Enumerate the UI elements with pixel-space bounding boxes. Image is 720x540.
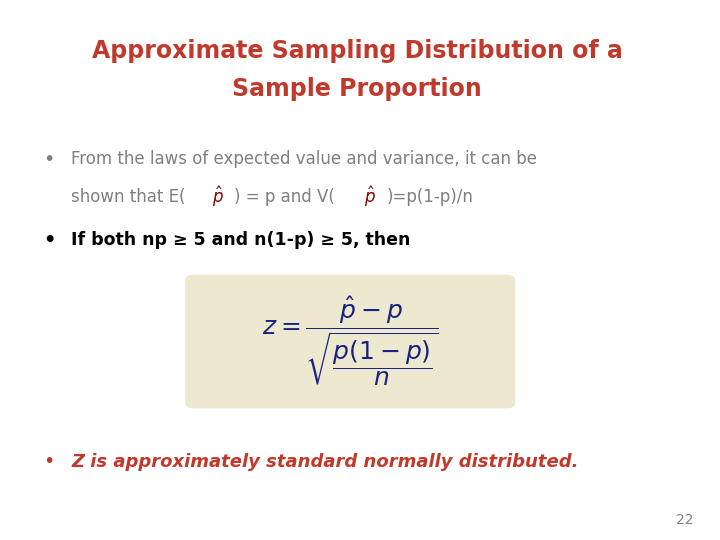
Text: Z is approximately standard normally distributed.: Z is approximately standard normally dis… xyxy=(71,453,579,471)
Text: 22: 22 xyxy=(676,512,693,526)
Text: $\hat{p}$: $\hat{p}$ xyxy=(212,185,223,210)
Text: Approximate Sampling Distribution of a: Approximate Sampling Distribution of a xyxy=(92,39,623,63)
FancyBboxPatch shape xyxy=(186,275,515,408)
Text: shown that E(: shown that E( xyxy=(71,188,186,206)
Text: If both np ≥ 5 and n(1-p) ≥ 5, then: If both np ≥ 5 and n(1-p) ≥ 5, then xyxy=(71,231,411,249)
Text: $\hat{p}$: $\hat{p}$ xyxy=(364,185,376,210)
Text: From the laws of expected value and variance, it can be: From the laws of expected value and vari… xyxy=(71,150,537,168)
Text: )=p(1-p)/n: )=p(1-p)/n xyxy=(387,188,474,206)
Text: •: • xyxy=(43,452,54,471)
Text: •: • xyxy=(43,150,54,169)
Text: Sample Proportion: Sample Proportion xyxy=(233,77,482,101)
Text: $z = \dfrac{\hat{p} - p}{\sqrt{\dfrac{p(1-p)}{n}}}$: $z = \dfrac{\hat{p} - p}{\sqrt{\dfrac{p(… xyxy=(261,294,438,388)
Text: ) = p and V(: ) = p and V( xyxy=(235,188,336,206)
Text: •: • xyxy=(43,231,55,250)
